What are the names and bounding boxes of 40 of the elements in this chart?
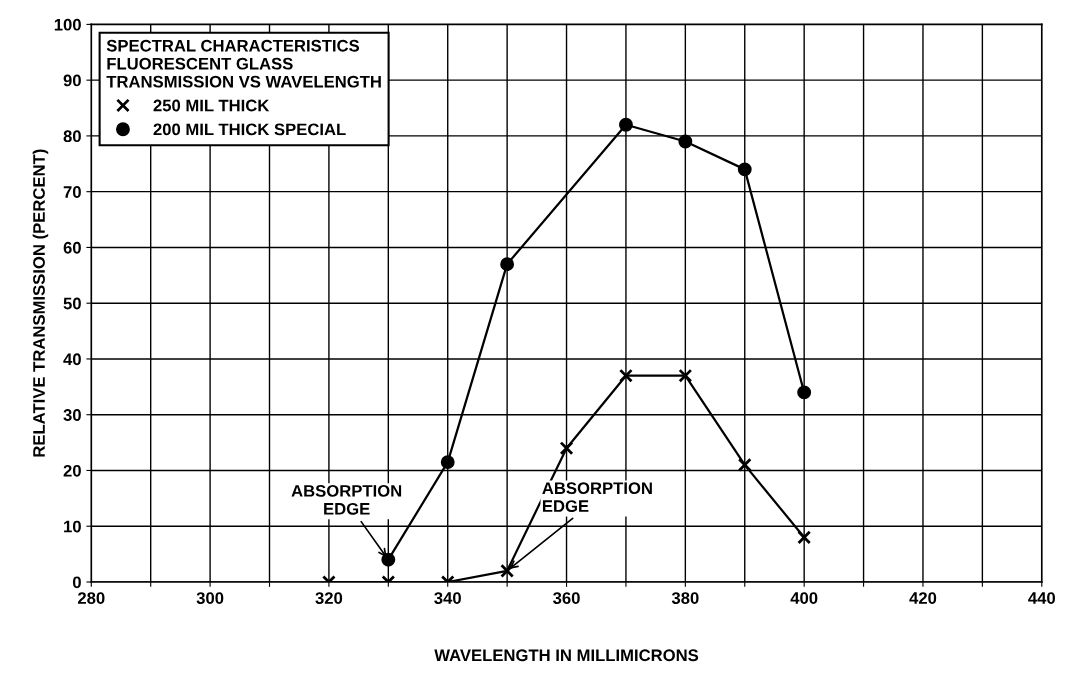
point bbox=[737, 162, 752, 177]
x-tick-label: 400 bbox=[790, 592, 818, 604]
x-tick-label: 320 bbox=[315, 592, 343, 604]
y-tick-label: 10 bbox=[64, 520, 81, 533]
y-axis-title: RELATIVE TRANSMISSION (PERCENT) bbox=[32, 149, 49, 457]
point bbox=[737, 457, 752, 472]
x-tick-label: 360 bbox=[553, 592, 580, 604]
legend-label: 250 MIL THICK bbox=[153, 99, 270, 112]
point bbox=[381, 552, 396, 567]
y-tick-label: 100 bbox=[54, 18, 81, 31]
y-tick-label: 80 bbox=[63, 130, 81, 143]
point bbox=[797, 385, 812, 400]
x-tick-label: 280 bbox=[77, 592, 105, 604]
x-tick-label: 380 bbox=[671, 592, 699, 604]
y-tick-label: 40 bbox=[63, 353, 81, 366]
point bbox=[678, 134, 693, 149]
point bbox=[678, 368, 693, 383]
point bbox=[500, 563, 515, 578]
y-tick-label: 50 bbox=[63, 297, 81, 310]
point bbox=[797, 530, 812, 545]
y-tick-label: 0 bbox=[72, 576, 81, 589]
legend-label: 200 MIL THICK SPECIAL bbox=[153, 123, 346, 136]
annotation: ABSORPTION EDGE bbox=[542, 482, 652, 512]
x-axis-title: WAVELENGTH IN MILLIMICRONS bbox=[434, 649, 699, 662]
legend-title: SPECTRAL CHARACTERISTICS FLUORESCENT GLASS TRANSMISSION VS WAVELENGTH bbox=[106, 39, 381, 88]
y-tick-label: 20 bbox=[63, 464, 81, 477]
y-tick-label: 90 bbox=[63, 74, 81, 87]
point bbox=[618, 117, 633, 132]
x-tick-label: 420 bbox=[909, 592, 937, 604]
point bbox=[559, 441, 574, 456]
point bbox=[500, 257, 515, 272]
x-tick-label: 440 bbox=[1028, 592, 1055, 604]
x-tick-label: 300 bbox=[196, 592, 224, 604]
y-tick-label: 60 bbox=[63, 241, 81, 254]
point bbox=[618, 368, 633, 383]
annotation: ABSORPTION EDGE bbox=[291, 484, 402, 515]
y-tick-label: 30 bbox=[63, 409, 81, 421]
point bbox=[440, 455, 455, 470]
y-tick-label: 70 bbox=[63, 186, 81, 198]
x-tick-label: 340 bbox=[434, 592, 461, 604]
